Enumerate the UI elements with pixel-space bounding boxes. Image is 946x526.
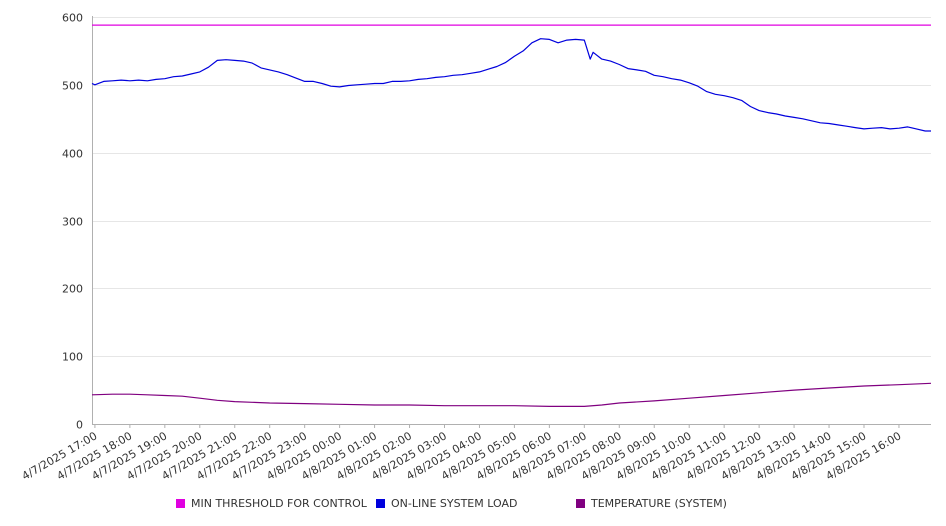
system-load-line: [91, 38, 931, 132]
legend-label-temperature: TEMPERATURE (SYSTEM): [591, 497, 727, 510]
y-tick-label-400: 400: [62, 148, 83, 161]
y-tick-labels: 0 100 200 300 400 500 600: [62, 12, 83, 432]
legend-label-min-threshold: MIN THRESHOLD FOR CONTROL: [191, 497, 367, 510]
y-tick-label-100: 100: [62, 351, 83, 364]
temperature-line: [91, 382, 932, 407]
y-tick-label-200: 200: [62, 283, 83, 296]
grid-lines: [92, 17, 931, 357]
y-tick-label-300: 300: [62, 216, 83, 229]
y-tick-label-600: 600: [62, 12, 83, 25]
legend: MIN THRESHOLD FOR CONTROL ON-LINE SYSTEM…: [0, 497, 946, 515]
legend-swatch-temperature: [576, 499, 585, 508]
legend-label-system-load: ON-LINE SYSTEM LOAD: [391, 497, 518, 510]
legend-swatch-system-load: [376, 499, 385, 508]
legend-item-system-load[interactable]: ON-LINE SYSTEM LOAD: [376, 497, 517, 510]
legend-item-temperature[interactable]: TEMPERATURE (SYSTEM): [576, 497, 727, 510]
x-tick-labels: 4/7/2025 17:004/7/2025 18:004/7/2025 19:…: [20, 429, 904, 483]
series-lines: [91, 24, 932, 407]
legend-item-min-threshold[interactable]: MIN THRESHOLD FOR CONTROL: [176, 497, 367, 510]
y-tick-label-500: 500: [62, 80, 83, 93]
y-tick-label-0: 0: [76, 419, 83, 432]
legend-swatch-min-threshold: [176, 499, 185, 508]
